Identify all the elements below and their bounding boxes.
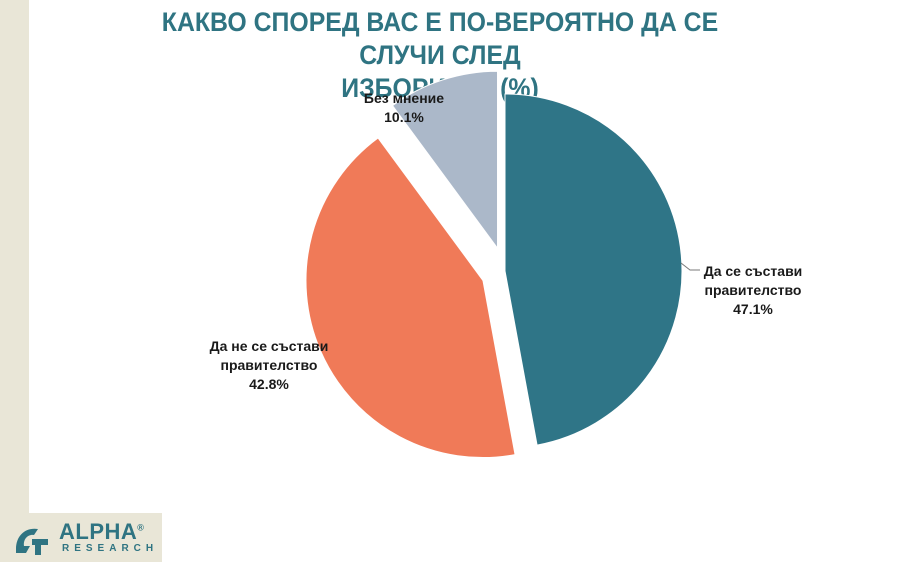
- logo-wordmark: ALPHA®: [59, 519, 145, 544]
- pie-slice-2: [305, 137, 516, 459]
- slice-category-label-2: правителство: [221, 357, 318, 373]
- logo-subtitle: RESEARCH: [62, 543, 159, 554]
- pie-slices: [305, 70, 683, 459]
- slice-value-label-3: 10.1%: [384, 109, 424, 125]
- slice-category-label-1: Да се състави: [704, 263, 803, 279]
- slice-category-label-3: Без мнение: [364, 90, 444, 106]
- logo-background: [0, 513, 162, 562]
- slice-value-label-2: 42.8%: [249, 376, 289, 392]
- left-decorative-band: [0, 0, 29, 562]
- alpha-logo-icon: [16, 528, 48, 555]
- label-leader-line: [680, 262, 700, 271]
- slice-category-label-1: правителство: [705, 282, 802, 298]
- alpha-research-logo: ALPHA® RESEARCH: [12, 519, 160, 559]
- slice-value-label-1: 47.1%: [733, 301, 773, 317]
- slice-category-label-2: Да не се състави: [210, 338, 329, 354]
- chart-title-line-1: КАКВО СПОРЕД ВАС Е ПО-ВЕРОЯТНО ДА СЕ СЛУ…: [161, 7, 719, 70]
- pie-labels: Да се състави правителство 47.1% Да не се с…: [210, 90, 803, 392]
- pie-slice-1: [504, 93, 683, 446]
- pie-slice-3: [391, 70, 499, 250]
